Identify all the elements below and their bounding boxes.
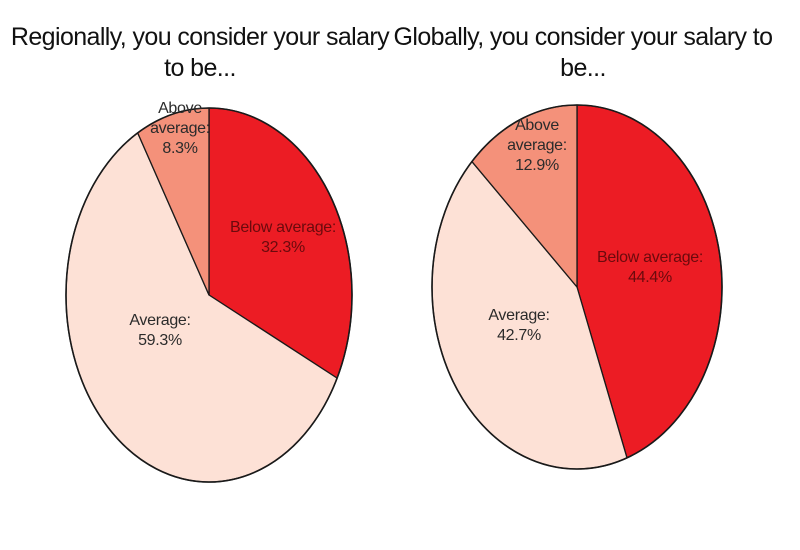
left-label-below-average: Below average: 32.3% (230, 219, 336, 256)
right-label-above-average-line: Above (515, 117, 559, 134)
right-label-average: Average: 42.7% (488, 307, 549, 344)
right-label-average-line: Average: (488, 307, 549, 324)
left-label-above-average: Above average: 8.3% (150, 100, 210, 157)
right-label-below-average-line: 44.4% (628, 269, 672, 286)
left-label-above-average-line: average: (150, 120, 210, 137)
right-chart-title: Globally, you consider your salary to be… (393, 23, 774, 82)
right-label-below-average: Below average: 44.4% (597, 249, 703, 286)
right-pie-outline (431, 104, 723, 470)
left-label-average: Average: 59.3% (129, 312, 190, 349)
left-label-average-line: 59.3% (138, 332, 182, 349)
left-label-below-average-line: 32.3% (261, 239, 305, 256)
left-pie-chart: Below average: 32.3% Average: 59.3% Above ave… (65, 100, 353, 483)
right-label-average-line: 42.7% (497, 327, 541, 344)
left-label-below-average-line: Below average: (230, 219, 336, 236)
right-pie-chart: Below average: 44.4% Average: 42.7% Above ave… (431, 104, 723, 470)
right-label-above-average: Above average: 12.9% (507, 117, 567, 174)
left-label-above-average-line: Above (158, 100, 202, 117)
left-chart-title: Regionally, you consider your salary to … (10, 23, 390, 82)
right-label-above-average-line: average: (507, 137, 567, 154)
left-label-above-average-line: 8.3% (162, 140, 197, 157)
left-pie-outline (65, 107, 353, 483)
right-label-below-average-line: Below average: (597, 249, 703, 266)
right-label-above-average-line: 12.9% (515, 157, 559, 174)
left-label-average-line: Average: (129, 312, 190, 329)
